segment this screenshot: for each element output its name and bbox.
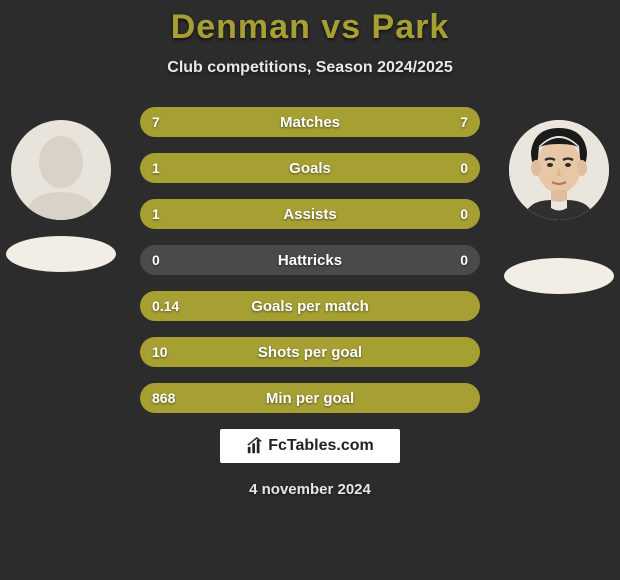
stat-value-left: 0 bbox=[152, 245, 160, 275]
stat-row: Matches7 7 bbox=[140, 107, 480, 137]
stats-bars: Matches77Goals10Assists10Hattricks00Goal… bbox=[140, 107, 480, 413]
stat-label: Assists bbox=[140, 199, 480, 229]
stat-row: Assists1 0 bbox=[140, 199, 480, 229]
stat-value-left: 1 bbox=[152, 199, 160, 229]
stat-value-right: 0 bbox=[460, 199, 468, 229]
chart-icon bbox=[246, 437, 264, 455]
stat-row: Goals1 0 bbox=[140, 153, 480, 183]
player-left-avatar bbox=[11, 120, 111, 220]
stat-value-left: 0.14 bbox=[152, 291, 179, 321]
stat-row: Shots per goal10 bbox=[140, 337, 480, 367]
stat-row: Goals per match0.14 bbox=[140, 291, 480, 321]
stat-value-left: 7 bbox=[152, 107, 160, 137]
stat-label: Min per goal bbox=[140, 383, 480, 413]
player-left-club-badge bbox=[6, 236, 116, 272]
watermark-text: FcTables.com bbox=[268, 437, 374, 455]
stat-row: Hattricks0 0 bbox=[140, 245, 480, 275]
stat-value-right: 0 bbox=[460, 245, 468, 275]
stat-value-left: 1 bbox=[152, 153, 160, 183]
subtitle: Club competitions, Season 2024/2025 bbox=[0, 59, 620, 77]
watermark: FcTables.com bbox=[220, 429, 400, 463]
player-left-column bbox=[6, 120, 116, 272]
stat-value-left: 868 bbox=[152, 383, 175, 413]
stat-label: Goals per match bbox=[140, 291, 480, 321]
stat-value-left: 10 bbox=[152, 337, 168, 367]
stat-label: Hattricks bbox=[140, 245, 480, 275]
stat-label: Shots per goal bbox=[140, 337, 480, 367]
stat-label: Matches bbox=[140, 107, 480, 137]
date-label: 4 november 2024 bbox=[0, 481, 620, 498]
stat-value-right: 0 bbox=[460, 153, 468, 183]
stat-row: Min per goal868 bbox=[140, 383, 480, 413]
stat-value-right: 7 bbox=[460, 107, 468, 137]
page-title: Denman vs Park bbox=[0, 0, 620, 47]
stat-label: Goals bbox=[140, 153, 480, 183]
player-right-avatar bbox=[509, 120, 609, 220]
player-right-column bbox=[504, 120, 614, 294]
player-right-club-badge bbox=[504, 258, 614, 294]
